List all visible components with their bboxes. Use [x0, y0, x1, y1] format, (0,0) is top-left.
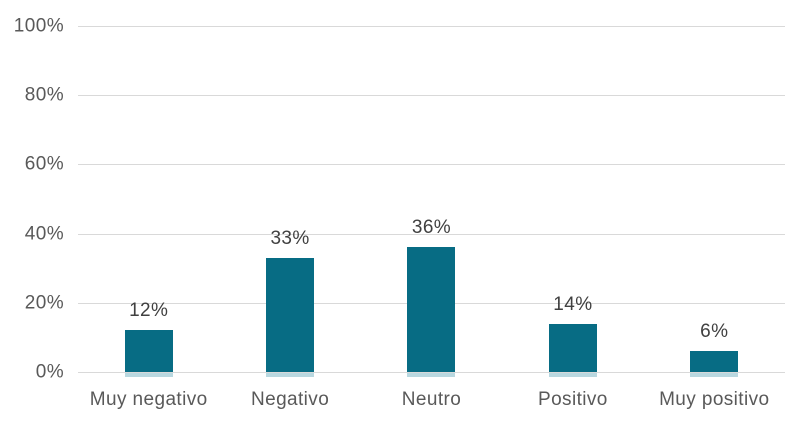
bar-base-glow: [690, 373, 739, 377]
data-label: 36%: [411, 217, 452, 239]
gridline: [78, 95, 785, 97]
y-axis-tick-label: 40%: [24, 223, 64, 245]
y-axis-tick-label: 0%: [35, 361, 64, 383]
chart-column: 36% Neutro: [361, 26, 502, 409]
bar: [548, 323, 597, 372]
y-axis-tick-label: 20%: [24, 292, 64, 314]
data-label: 14%: [553, 293, 593, 315]
y-axis-tick-label: 60%: [24, 153, 64, 175]
data-label: 12%: [129, 300, 169, 322]
chart-column: 14% Positivo: [502, 26, 643, 409]
chart-column: 12% Muy negativo: [78, 26, 219, 409]
gridline: [78, 233, 785, 235]
bar: [690, 351, 739, 372]
bar: [266, 257, 315, 372]
y-axis-tick-label: 80%: [24, 84, 64, 106]
data-label: 6%: [700, 321, 729, 343]
chart-column: 33% Negativo: [219, 26, 360, 409]
bar: [407, 247, 456, 372]
plot-area: 12% Muy negativo 33% Negativo 36% Neutro 14% Po…: [78, 26, 785, 409]
bar-base-glow: [266, 373, 315, 377]
bar-base-glow: [407, 373, 456, 377]
gridline: [78, 372, 785, 373]
bar: [124, 330, 173, 372]
y-axis-tick-label: 100%: [13, 15, 64, 37]
x-axis-category-label: Negativo: [250, 389, 330, 410]
x-axis-category-label: Neutro: [401, 389, 462, 410]
data-label: 33%: [270, 227, 310, 249]
x-axis-category-label: Positivo: [538, 389, 608, 410]
gridline: [78, 164, 785, 166]
chart-column: 6% Muy positivo: [644, 26, 785, 409]
bar-base-glow: [548, 373, 597, 377]
x-axis-category-label: Muy negativo: [89, 389, 208, 410]
x-axis-category-label: Muy positivo: [659, 389, 770, 410]
gridline: [78, 26, 785, 27]
bar-base-glow: [124, 373, 173, 377]
